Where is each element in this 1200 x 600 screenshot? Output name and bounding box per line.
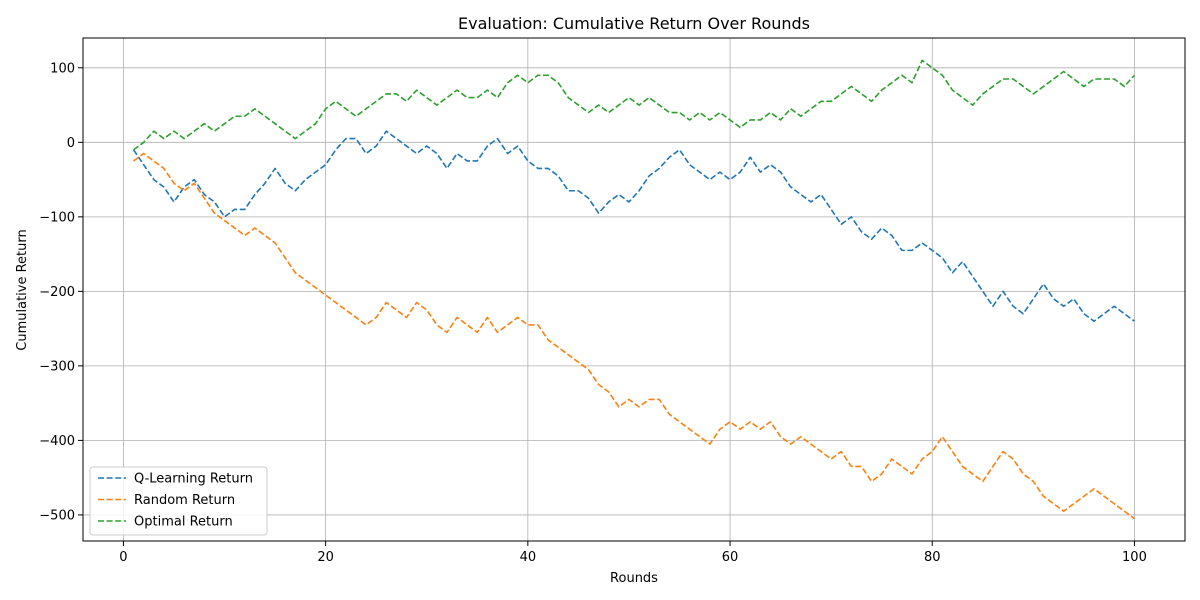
y-tick-label: −400 <box>39 434 75 449</box>
y-tick-label: 100 <box>50 61 75 76</box>
plot-frame <box>82 37 1186 542</box>
series-layer <box>132 59 1136 520</box>
y-axis-label: Cumulative Return <box>15 229 30 350</box>
legend: Q-Learning Return Random Return Optimal Re… <box>89 466 268 536</box>
legend-label: Optimal Return <box>134 515 233 530</box>
y-tick-label: −500 <box>39 508 75 523</box>
legend-label: Random Return <box>134 493 235 508</box>
y-tick-label: 0 <box>67 136 75 151</box>
x-tick-label: 80 <box>924 550 941 565</box>
y-tick-label: −100 <box>39 210 75 225</box>
x-axis-label: Rounds <box>610 571 658 586</box>
series-line-random-return <box>133 152 1135 520</box>
y-tick-label: −300 <box>39 359 75 374</box>
axis-ticks: 0 20 40 60 80 100 −500 −400 −300 −200 −100 0 100 <box>39 61 1147 565</box>
x-tick-label: 20 <box>317 550 334 565</box>
x-tick-label: 60 <box>722 550 739 565</box>
grid-lines <box>83 38 1185 541</box>
series-line-optimal-return <box>133 59 1136 151</box>
y-tick-label: −200 <box>39 285 75 300</box>
x-tick-label: 40 <box>520 550 537 565</box>
x-tick-label: 100 <box>1122 550 1147 565</box>
legend-label: Q-Learning Return <box>134 472 253 487</box>
x-tick-label: 0 <box>119 550 127 565</box>
chart-title: Evaluation: Cumulative Return Over Round… <box>458 14 810 33</box>
series-line-q-learning-return <box>132 130 1135 322</box>
legend-box <box>89 466 268 536</box>
